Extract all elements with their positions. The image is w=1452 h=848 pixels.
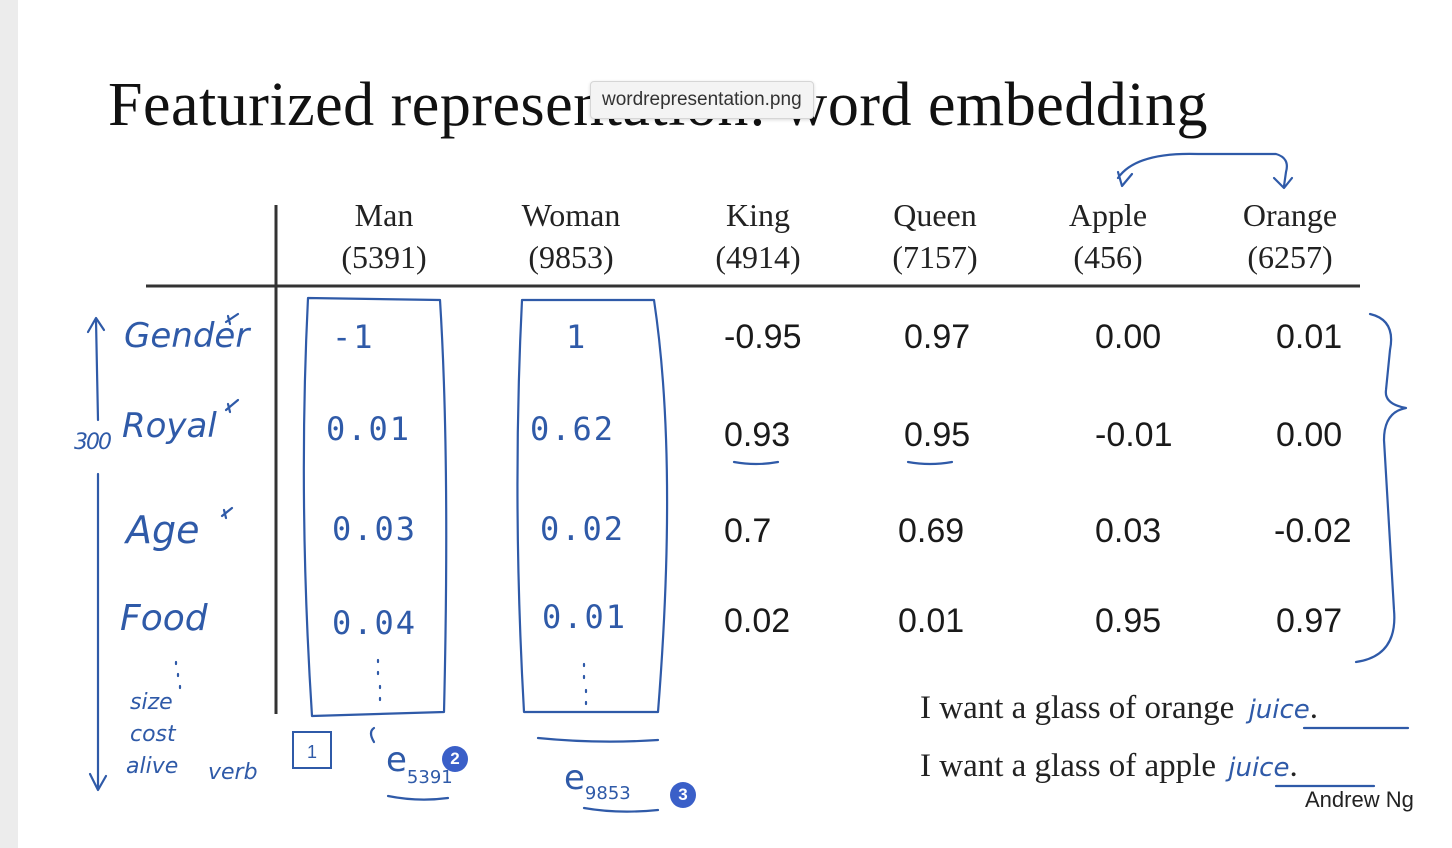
annotation-strokes [86,152,1410,813]
value-royal-queen: 0.95 [904,416,971,454]
value-age-queen: 0.69 [898,512,965,550]
col-index: (7157) [892,239,978,275]
value-food-queen: 0.01 [898,602,965,640]
author-credit: Andrew Ng [1305,787,1414,812]
dimension-arrow-top [94,318,100,422]
feature-alive: alive [126,754,179,779]
value-royal-man: 0.01 [326,410,412,448]
feature-size: size [130,690,173,715]
arrow-head-left [1116,170,1134,188]
value-gender-king: -0.95 [724,318,802,356]
sentence-apple: I want a glass of apple juice. [920,748,1298,785]
col-header-king: King (4914) [678,194,838,278]
col-index: (456) [1073,239,1143,275]
underline-e-woman [582,806,660,813]
sentence-fill: juice [1248,695,1310,725]
marker-badge-2: 2 [442,746,468,772]
sentence-end: . [1309,690,1319,726]
value-food-woman: 0.01 [542,598,628,636]
right-brace [1354,312,1408,664]
bracket-e-man [369,726,376,744]
col-word: Orange [1242,197,1338,233]
value-food-man: 0.04 [332,604,418,642]
woman-continuation-dots [582,662,588,706]
feature-food: Food [120,598,208,639]
col-index: (5391) [341,239,427,275]
apple-orange-arrow [1116,152,1288,188]
col-word: King [726,197,790,233]
col-index: (9853) [528,239,614,275]
value-royal-woman: 0.62 [530,410,616,448]
value-age-orange: -0.02 [1274,512,1352,550]
check-age [220,506,234,520]
value-gender-apple: 0.00 [1095,318,1162,356]
embedding-symbol: e [564,758,585,798]
value-food-orange: 0.97 [1276,602,1343,640]
value-gender-queen: 0.97 [904,318,971,356]
value-food-apple: 0.95 [1095,602,1162,640]
value-gender-man: -1 [332,318,375,356]
col-index: (4914) [715,239,801,275]
value-food-king: 0.02 [724,602,791,640]
man-column-box [302,296,448,718]
feature-gender: Gender [124,316,250,356]
sentence-text: I want a glass of orange [920,690,1235,726]
sentence-end: . [1289,748,1298,784]
value-age-king: 0.7 [724,512,772,550]
value-royal-orange: 0.00 [1276,416,1343,454]
feature-verb: verb [208,760,258,785]
embedding-woman: e9853 [564,758,631,804]
arrow-head-right [1272,176,1294,190]
feature-cost: cost [130,722,176,747]
col-header-woman: Woman (9853) [491,194,651,278]
woman-box-tail [536,736,660,743]
col-header-man: Man (5391) [304,194,464,278]
col-index: (6257) [1247,239,1333,275]
col-word: Queen [893,197,977,233]
col-word: Apple [1068,197,1148,233]
underline-queen [906,460,954,466]
embedding-man: e5391 [386,740,453,788]
feature-royal: Royal [122,406,217,446]
marker-badge-3: 3 [670,782,696,808]
embedding-symbol: e [386,740,407,780]
feature-age: Age [126,508,200,552]
sentence-fill: juice [1228,753,1290,783]
value-royal-apple: -0.01 [1095,416,1173,454]
value-royal-king: 0.93 [724,416,791,454]
col-word: Man [354,197,414,233]
dimension-arrow-down-head [88,772,108,792]
underline-king [732,460,780,466]
value-age-woman: 0.02 [540,510,626,548]
dimension-label: 300 [74,430,112,455]
sentence-orange: I want a glass of orange juice. [920,690,1318,727]
col-word: Woman [521,197,621,233]
value-gender-orange: 0.01 [1276,318,1343,356]
embedding-subscript: 9853 [584,783,631,804]
value-age-man: 0.03 [332,510,418,548]
value-gender-woman: 1 [566,318,588,356]
dimension-arrow-up-head [86,316,106,334]
marker-box-1: 1 [292,731,332,769]
slide: Featurized representation: word embeddin… [18,0,1452,848]
underline-e-man [386,794,450,801]
col-header-orange: Orange (6257) [1210,194,1370,278]
feature-continuation-dots [174,660,182,690]
col-header-queen: Queen (7157) [855,194,1015,278]
filename-tooltip: wordrepresentation.png [590,81,814,119]
sentence-text: I want a glass of apple [920,748,1216,784]
check-royal [224,398,240,414]
woman-column-box [516,298,669,714]
check-gender [224,312,240,326]
col-header-apple: Apple (456) [1028,194,1188,278]
value-age-apple: 0.03 [1095,512,1162,550]
embedding-subscript: 5391 [406,767,453,788]
man-continuation-dots [376,658,382,702]
